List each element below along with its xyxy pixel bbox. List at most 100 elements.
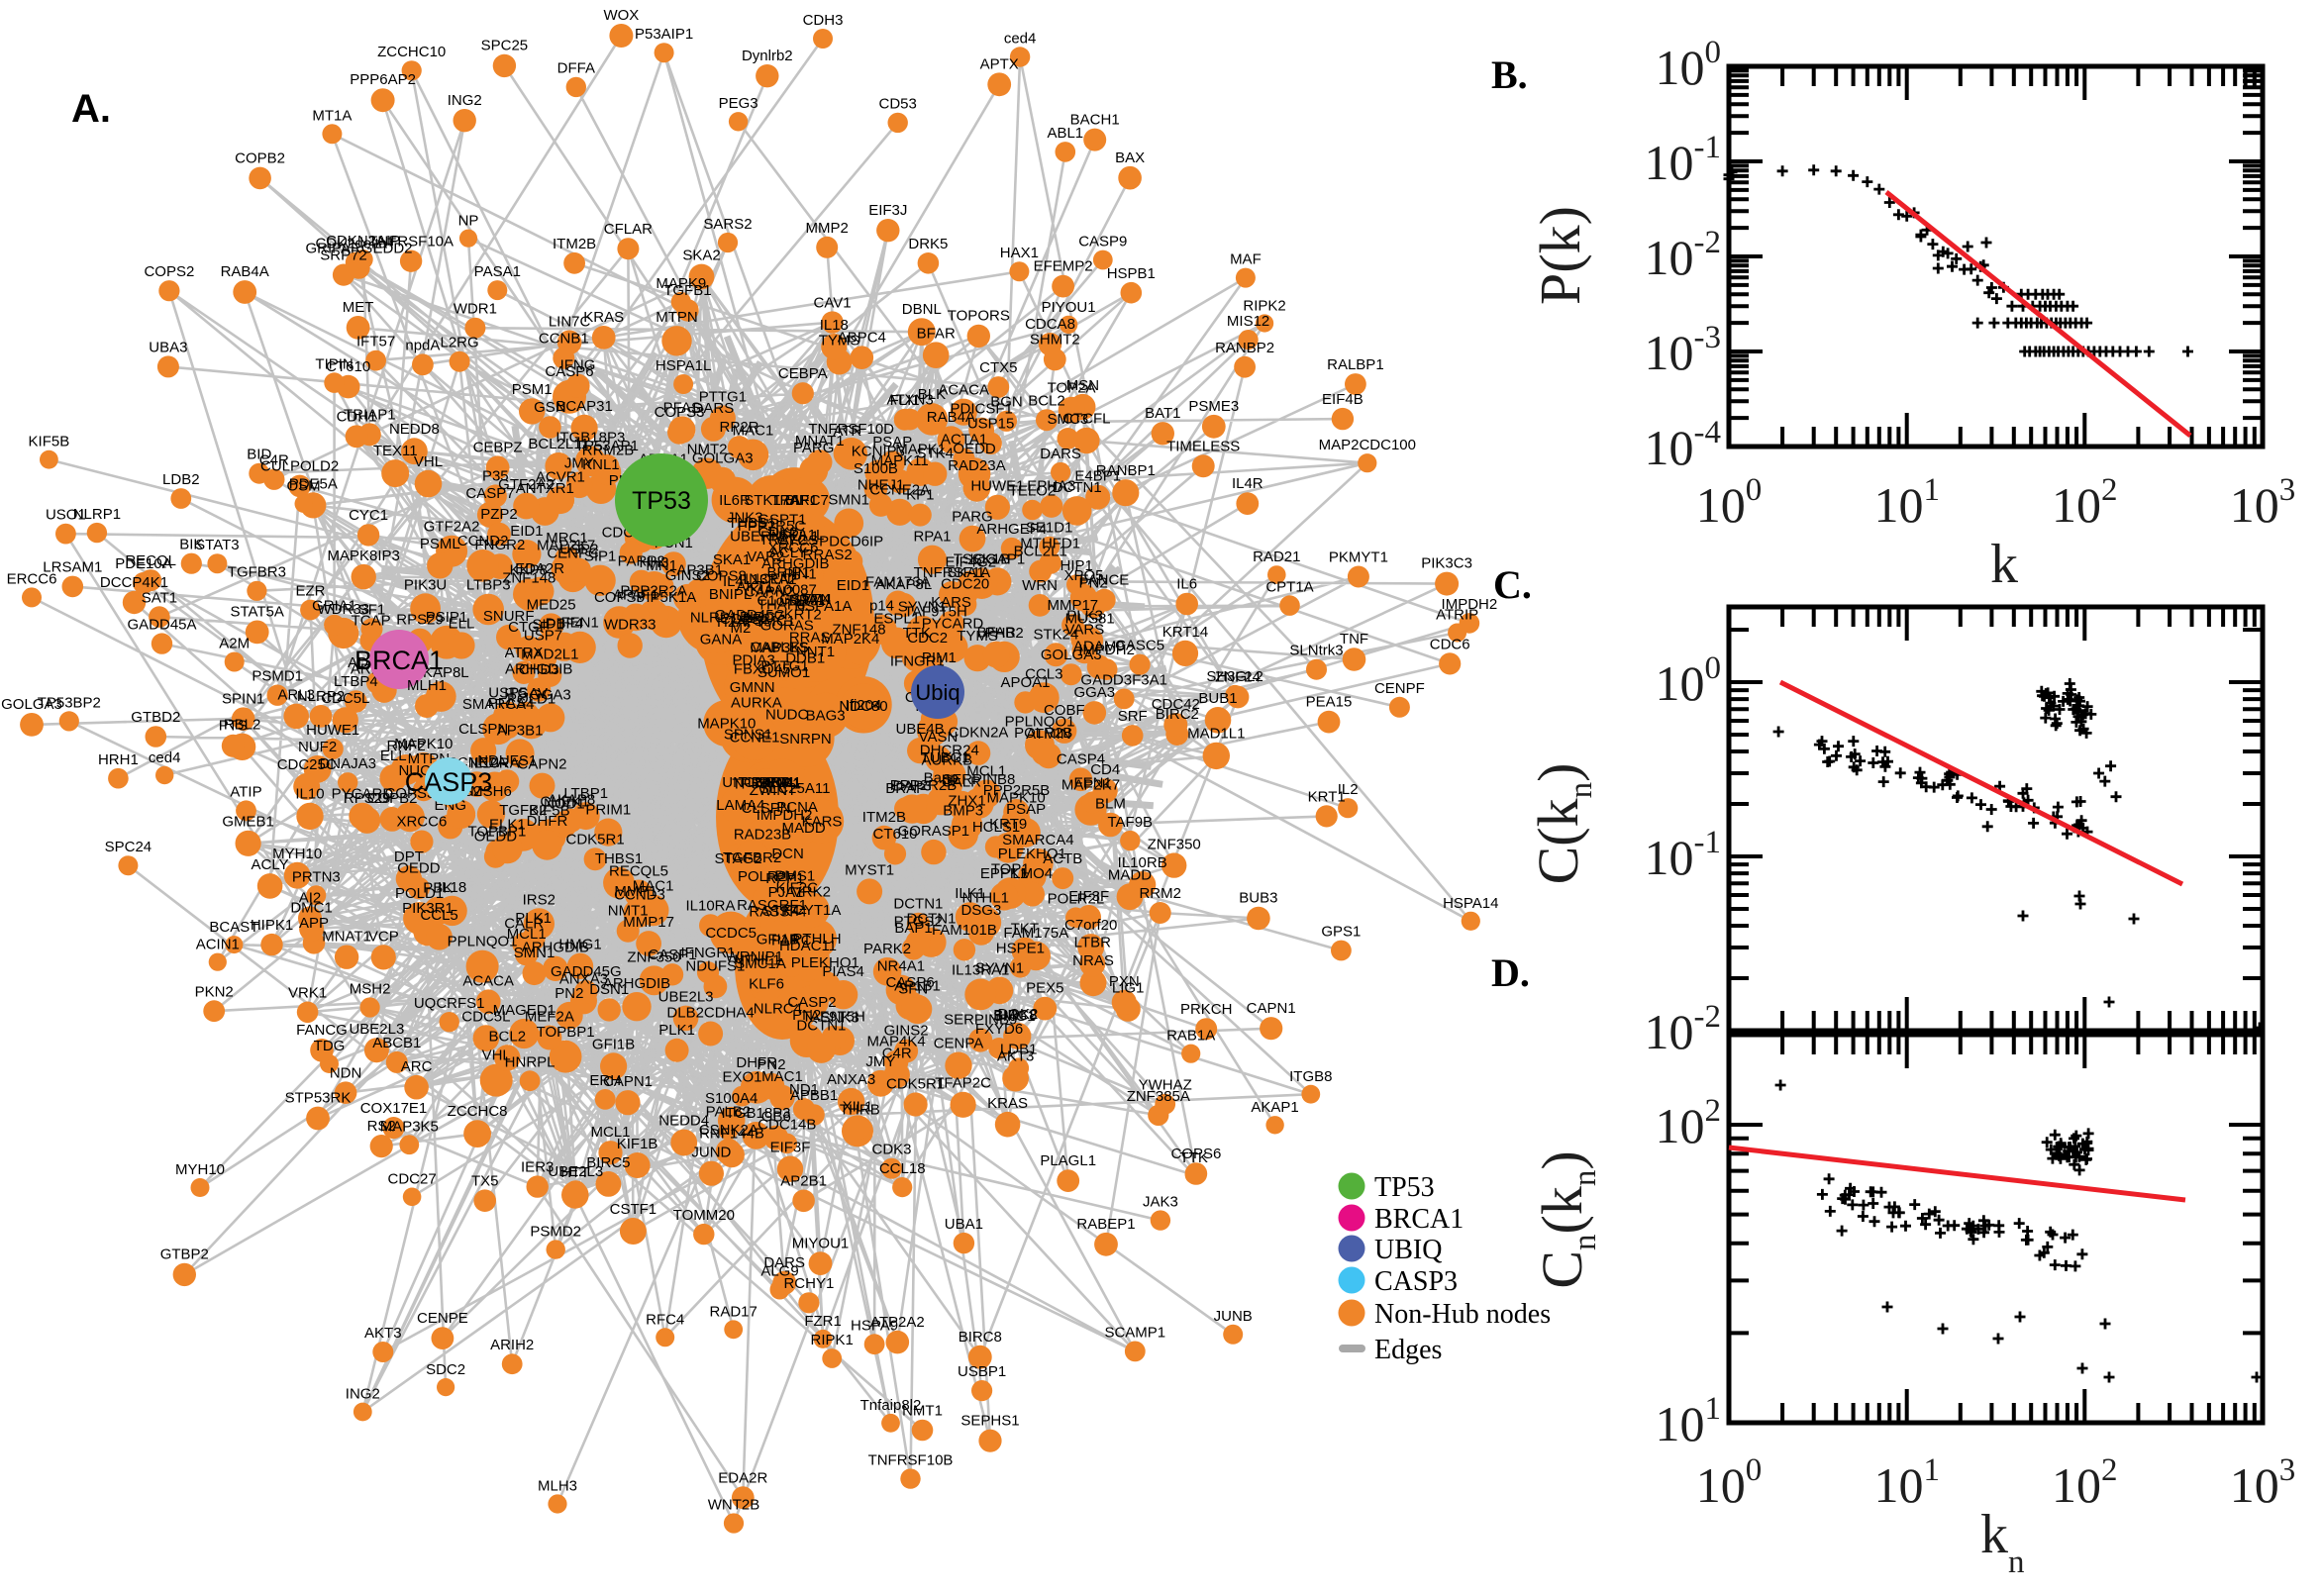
svg-text:TRAF1: TRAF1 [770, 492, 818, 509]
svg-text:RANBP2: RANBP2 [1215, 340, 1274, 356]
svg-text:XRCC6: XRCC6 [768, 540, 819, 556]
svg-text:RS2: RS2 [367, 1118, 396, 1135]
svg-text:COPS5: COPS5 [594, 589, 645, 606]
svg-text:GTF2A2: GTF2A2 [424, 519, 480, 536]
svg-text:NDUFS1: NDUFS1 [685, 958, 745, 975]
svg-text:BRIP1: BRIP1 [767, 564, 810, 581]
svg-text:TOPBP1: TOPBP1 [537, 1024, 595, 1041]
svg-text:MMP1: MMP1 [614, 883, 656, 900]
svg-text:AKAP8: AKAP8 [548, 792, 595, 809]
svg-text:PALB2: PALB2 [706, 1104, 752, 1121]
svg-text:TTK: TTK [1180, 1149, 1208, 1166]
svg-text:BCL2L1: BCL2L1 [1014, 544, 1067, 560]
svg-text:ZNF385A: ZNF385A [1127, 1088, 1190, 1105]
svg-text:TGFB2: TGFB2 [499, 802, 547, 819]
svg-text:RPS29: RPS29 [396, 612, 444, 629]
svg-text:SRF: SRF [1118, 708, 1148, 725]
svg-text:GORASP1: GORASP1 [898, 823, 970, 840]
svg-text:DFFA: DFFA [557, 60, 595, 77]
svg-text:PEA15: PEA15 [1306, 694, 1353, 711]
svg-text:HAX1: HAX1 [1000, 245, 1039, 261]
svg-text:TEX11: TEX11 [373, 443, 418, 459]
svg-text:PPLNQO1: PPLNQO1 [1005, 714, 1075, 731]
svg-text:CALR: CALR [504, 916, 544, 933]
svg-text:101: 101 [1873, 472, 1940, 533]
svg-text:FANCE: FANCE [1079, 572, 1129, 589]
svg-text:MRC1: MRC1 [546, 530, 588, 547]
svg-text:PZP2: PZP2 [480, 506, 518, 523]
svg-text:PPP2R5B: PPP2R5B [983, 782, 1051, 799]
svg-text:DSN1: DSN1 [589, 981, 629, 998]
svg-text:PRTN3: PRTN3 [292, 868, 341, 885]
svg-text:npdA: npdA [405, 337, 440, 353]
svg-text:CTCFL: CTCFL [1062, 411, 1110, 428]
svg-text:MSN: MSN [1066, 377, 1099, 394]
svg-text:H2AFY: H2AFY [717, 614, 764, 631]
svg-text:PCNA: PCNA [776, 799, 818, 816]
svg-text:KIF5B: KIF5B [529, 802, 570, 819]
svg-text:C1orf123: C1orf123 [758, 593, 819, 610]
svg-text:ACTB: ACTB [1043, 850, 1082, 867]
svg-text:C.: C. [1493, 562, 1532, 607]
svg-text:PSML: PSML [420, 536, 460, 552]
svg-text:CAPN2: CAPN2 [745, 584, 794, 601]
svg-text:AP1B1: AP1B1 [894, 978, 941, 995]
svg-text:PARC: PARC [771, 932, 812, 948]
svg-text:GSPT1: GSPT1 [758, 512, 806, 529]
svg-text:ANXA3: ANXA3 [827, 1071, 875, 1088]
svg-text:CAPN1: CAPN1 [603, 1073, 653, 1090]
svg-text:A2M: A2M [219, 636, 250, 652]
svg-text:TIMELESS: TIMELESS [1166, 438, 1240, 454]
svg-text:MAPK10: MAPK10 [394, 736, 453, 752]
svg-text:STK17A: STK17A [744, 492, 799, 509]
svg-text:IL6R: IL6R [719, 492, 751, 509]
svg-text:TAF9T5H: TAF9T5H [802, 1009, 865, 1026]
svg-text:EXO1: EXO1 [722, 1069, 761, 1086]
svg-text:NMT1: NMT1 [902, 1403, 943, 1420]
svg-text:KARS: KARS [931, 594, 971, 611]
svg-text:CDK2: CDK2 [758, 525, 797, 542]
svg-text:Ubiq: Ubiq [915, 680, 960, 705]
svg-text:DRK5: DRK5 [908, 236, 948, 252]
svg-text:PXN: PXN [1109, 973, 1140, 990]
svg-text:KP1: KP1 [906, 487, 934, 504]
svg-text:CAPN1: CAPN1 [1247, 1000, 1296, 1017]
svg-text:PRIM1: PRIM1 [585, 802, 631, 819]
svg-text:RASGRF1: RASGRF1 [737, 897, 807, 914]
svg-text:CDC2: CDC2 [907, 630, 948, 647]
svg-text:CEBPZ: CEBPZ [473, 440, 523, 456]
svg-text:CDKN2AIP: CDKN2AIP [326, 233, 400, 249]
svg-text:CASP6: CASP6 [545, 363, 593, 380]
svg-text:IMPDH2: IMPDH2 [757, 807, 813, 824]
svg-text:STK4: STK4 [762, 903, 800, 920]
svg-text:RAD17: RAD17 [710, 1303, 758, 1320]
svg-text:STK4: STK4 [916, 445, 954, 461]
svg-text:RECQL: RECQL [125, 552, 176, 569]
svg-text:VHL: VHL [482, 1047, 511, 1064]
svg-text:BUB3: BUB3 [1239, 890, 1277, 907]
svg-text:PML: PML [766, 774, 797, 791]
svg-text:SH3GL2: SH3GL2 [1206, 668, 1263, 685]
svg-text:TNFRSF10B: TNFRSF10B [868, 1451, 954, 1468]
svg-text:STAT5A: STAT5A [230, 603, 283, 620]
svg-text:ITGAV: ITGAV [504, 685, 548, 702]
svg-text:DCCP4K1: DCCP4K1 [100, 574, 168, 591]
svg-text:MEF2A: MEF2A [525, 1009, 574, 1026]
svg-text:GRIA1: GRIA1 [312, 598, 356, 615]
svg-text:S100B: S100B [854, 460, 898, 477]
svg-text:DNAJA3: DNAJA3 [319, 755, 376, 772]
svg-text:STK24: STK24 [1033, 626, 1078, 643]
svg-text:IL4: IL4 [723, 573, 744, 590]
svg-text:MAP3K5: MAP3K5 [380, 1118, 439, 1135]
svg-text:CABLES: CABLES [750, 640, 808, 656]
svg-text:GGA3: GGA3 [1073, 684, 1115, 701]
svg-text:TIPIN: TIPIN [315, 355, 353, 372]
svg-text:TELO2: TELO2 [1009, 483, 1057, 500]
svg-text:KRAS: KRAS [987, 1095, 1028, 1112]
svg-text:UBE4B: UBE4B [895, 721, 944, 738]
svg-text:BACH1: BACH1 [1070, 112, 1120, 129]
svg-text:BAP1: BAP1 [894, 920, 932, 937]
svg-text:BLM: BLM [1095, 796, 1126, 813]
svg-text:NUF2: NUF2 [298, 739, 337, 755]
svg-text:VHL: VHL [414, 453, 443, 470]
